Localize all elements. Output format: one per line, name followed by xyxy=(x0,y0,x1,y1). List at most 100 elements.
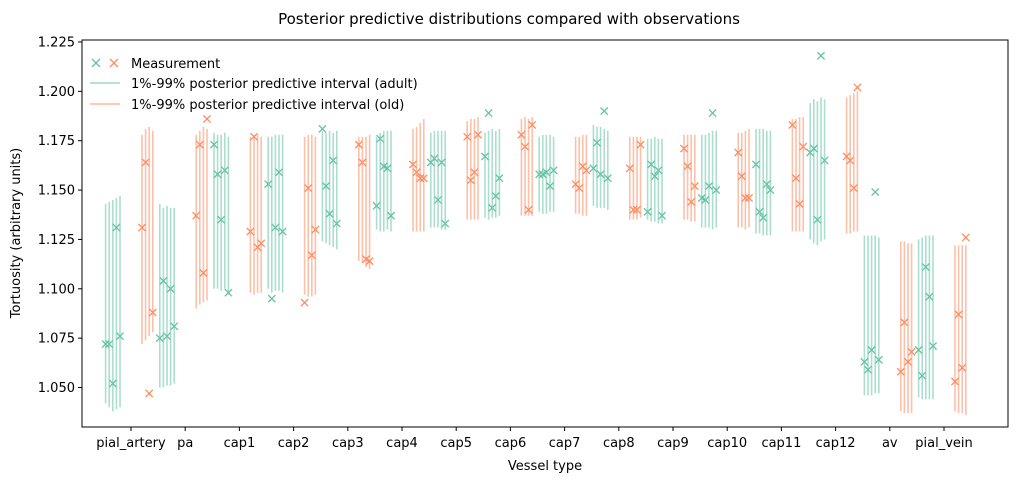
x-tick-label: cap5 xyxy=(440,436,472,451)
measurement-adult xyxy=(928,341,938,351)
measurement-old xyxy=(412,168,421,177)
legend-label-old-interval: 1%-99% posterior predictive interval (ol… xyxy=(131,98,404,113)
x-axis: pial_artery pa cap1 cap2 cap3 cap4 cap5 cap6 cap… xyxy=(96,427,973,451)
measurement-adult xyxy=(657,211,667,220)
measurement-old xyxy=(246,227,255,236)
measurement-old xyxy=(358,158,367,167)
x-tick-label: cap2 xyxy=(278,436,310,451)
measurement-adult xyxy=(105,340,114,349)
measurement-adult xyxy=(441,219,450,228)
measurement-old xyxy=(950,377,960,386)
measurement-old xyxy=(961,233,970,242)
measurement-old xyxy=(679,144,689,153)
measurement-adult xyxy=(860,357,869,366)
measurement-adult xyxy=(491,191,500,201)
category-group xyxy=(155,114,212,388)
measurement-adult xyxy=(224,288,233,297)
measurement-adult xyxy=(816,51,826,60)
measurement-old xyxy=(195,140,204,149)
measurement-old xyxy=(795,199,804,208)
plot-marks xyxy=(101,51,970,416)
measurement-old xyxy=(145,389,154,398)
category-group xyxy=(697,108,754,230)
legend-label-measurement: Measurement xyxy=(131,57,220,72)
measurement-adult xyxy=(101,340,110,349)
measurement-old xyxy=(524,205,533,214)
y-tick-label: 1.175 xyxy=(38,134,75,149)
measurement-adult xyxy=(592,138,602,147)
x-tick-label: cap9 xyxy=(657,436,689,451)
measurement-adult xyxy=(278,227,287,236)
measurement-adult xyxy=(704,182,714,191)
measurement-adult xyxy=(220,166,229,175)
measurement-old xyxy=(470,168,479,177)
measurement-old xyxy=(520,142,530,151)
measurement-adult xyxy=(643,207,652,216)
measurement-adult xyxy=(603,174,612,183)
x-tick-label: cap7 xyxy=(549,436,581,451)
measurement-adult xyxy=(217,215,226,224)
measurement-old xyxy=(466,176,475,185)
measurement-old xyxy=(737,172,746,181)
measurement-old xyxy=(629,205,638,214)
measurement-adult xyxy=(271,223,280,232)
measurement-old xyxy=(517,130,526,139)
category-group xyxy=(643,134,699,224)
measurement-adult xyxy=(766,186,775,195)
measurement-old xyxy=(408,160,418,169)
measurement-adult xyxy=(874,355,883,364)
measurement-adult xyxy=(809,144,818,153)
measurement-old xyxy=(636,140,645,149)
measurement-adult xyxy=(647,160,656,169)
measurement-adult xyxy=(484,108,493,118)
category-group xyxy=(860,187,916,414)
x-tick-label: pial_artery xyxy=(96,436,166,451)
x-tick-label: cap3 xyxy=(332,436,364,451)
measurement-adult xyxy=(209,140,219,149)
y-tick-label: 1.125 xyxy=(38,233,75,248)
x-tick-label: pial_vein xyxy=(915,436,972,451)
measurement-adult xyxy=(170,322,179,331)
measurement-adult xyxy=(701,195,710,204)
measurement-old xyxy=(311,225,320,234)
legend: Measurement 1%-99% posterior predictive … xyxy=(90,57,418,113)
measurement-old xyxy=(625,164,634,173)
measurement-adult xyxy=(115,332,125,341)
category-group xyxy=(751,117,808,236)
measurement-adult xyxy=(759,213,768,222)
measurement-old xyxy=(141,158,150,167)
measurement-adult xyxy=(549,166,558,175)
measurement-adult xyxy=(213,170,222,179)
measurement-old xyxy=(954,310,963,319)
measurement-old xyxy=(137,223,147,232)
measurement-old xyxy=(849,184,858,193)
x-tick-label: cap6 xyxy=(495,436,527,451)
measurement-old xyxy=(416,174,425,183)
measurement-adult xyxy=(542,168,551,177)
measurement-adult xyxy=(600,107,609,116)
measurement-adult xyxy=(166,284,175,293)
measurement-old xyxy=(354,140,363,149)
measurement-adult xyxy=(437,158,446,167)
measurement-adult xyxy=(871,187,880,197)
category-group xyxy=(535,134,591,216)
measurement-old xyxy=(683,162,692,171)
x-tick-label: cap11 xyxy=(761,436,801,451)
x-tick-label: cap12 xyxy=(816,436,856,451)
measurement-adult xyxy=(480,152,490,161)
measurement-adult xyxy=(654,166,663,175)
measurement-adult xyxy=(383,164,392,173)
measurement-old xyxy=(788,120,797,129)
category-group xyxy=(318,124,374,270)
plot-area-frame xyxy=(81,39,1009,428)
category-group xyxy=(806,51,862,246)
x-tick-label: pa xyxy=(177,436,193,451)
measurement-adult xyxy=(596,170,605,179)
measurement-old xyxy=(307,251,316,260)
measurement-old xyxy=(632,205,642,214)
measurement-adult xyxy=(755,207,764,216)
measurement-old xyxy=(690,182,699,191)
measurement-adult xyxy=(264,180,273,189)
